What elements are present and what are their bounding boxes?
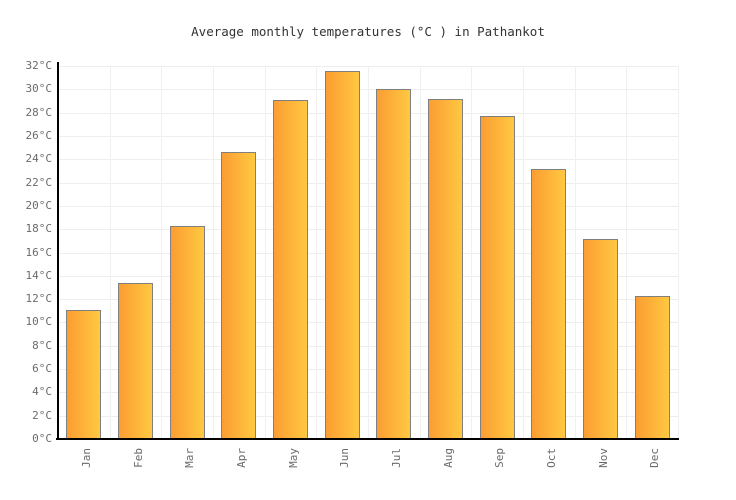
y-tick-label: 24°C	[25, 152, 53, 166]
y-tick-label: 20°C	[25, 198, 53, 212]
bar-sep	[479, 116, 515, 439]
x-tick-label-nov: Nov	[597, 443, 611, 483]
y-tick-label: 14°C	[25, 268, 53, 282]
y-tick-label: 8°C	[32, 338, 52, 352]
x-tick-label-text: Sep	[493, 448, 507, 468]
gridline-vertical	[110, 66, 111, 439]
plot-area	[58, 66, 679, 439]
bar-feb	[118, 282, 153, 439]
x-axis-line	[56, 438, 679, 440]
y-tick-label: 32°C	[25, 59, 53, 72]
chart-title: Average monthly temperatures (°C ) in Pa…	[191, 24, 545, 39]
x-tick-label-text: Feb	[131, 448, 145, 468]
y-tick-label: 22°C	[25, 175, 53, 189]
bar-mar	[169, 225, 205, 439]
gridline-vertical	[575, 66, 576, 439]
bar-jul	[376, 89, 412, 439]
x-tick-label-text: Apr	[234, 448, 248, 468]
y-tick-label: 12°C	[25, 292, 53, 306]
gridline-vertical	[265, 66, 266, 439]
x-tick-label-jul: Jul	[390, 443, 404, 483]
x-tick-label-text: Oct	[544, 448, 558, 468]
x-tick-label-mar: Mar	[183, 443, 197, 483]
x-tick-label-aug: Aug	[442, 443, 456, 483]
x-tick-label-jan: Jan	[80, 443, 94, 483]
y-tick-label: 26°C	[25, 128, 53, 142]
bar-jun	[324, 70, 360, 439]
x-tick-label-text: Aug	[441, 448, 455, 468]
y-tick-label: 6°C	[32, 362, 52, 376]
gridline-vertical	[368, 66, 369, 439]
y-axis-line	[57, 62, 59, 440]
x-tick-label-jun: Jun	[338, 443, 352, 483]
x-tick-label-text: Mar	[183, 448, 197, 468]
x-tick-label-text: Jan	[79, 448, 93, 468]
bar-aug	[428, 98, 463, 439]
y-tick-label: 30°C	[25, 82, 53, 96]
x-tick-label-text: Jul	[389, 448, 403, 468]
x-tick-label-text: May	[286, 448, 300, 468]
x-tick-label-sep: Sep	[493, 443, 507, 483]
gridline-vertical	[316, 66, 317, 439]
gridline-vertical	[420, 66, 421, 439]
gridline-vertical	[213, 66, 214, 439]
x-tick-label-text: Dec	[648, 448, 662, 468]
x-tick-label-may: May	[287, 443, 301, 483]
y-tick-label: 18°C	[25, 222, 53, 236]
x-tick-label-text: Nov	[596, 448, 610, 468]
gridline-vertical	[471, 66, 472, 439]
y-tick-label: 28°C	[25, 105, 53, 119]
bar-apr	[221, 152, 257, 439]
y-tick-label: 0°C	[32, 432, 52, 445]
x-tick-label-oct: Oct	[545, 443, 559, 483]
bar-may	[273, 99, 308, 439]
x-tick-label-dec: Dec	[648, 443, 662, 483]
bar-dec	[634, 295, 670, 439]
bar-jan	[66, 309, 102, 439]
y-tick-label: 2°C	[32, 408, 52, 422]
gridline-vertical	[626, 66, 627, 439]
x-tick-label-apr: Apr	[235, 443, 249, 483]
gridline-vertical	[523, 66, 524, 439]
bar-nov	[583, 238, 618, 439]
y-tick-label: 4°C	[32, 385, 52, 399]
y-tick-label: 10°C	[25, 315, 53, 329]
y-tick-label: 16°C	[25, 245, 53, 259]
x-tick-label-feb: Feb	[132, 443, 146, 483]
gridline-vertical	[161, 66, 162, 439]
bar-oct	[531, 168, 567, 439]
x-tick-label-text: Jun	[338, 448, 352, 468]
gridline-vertical	[678, 66, 679, 439]
